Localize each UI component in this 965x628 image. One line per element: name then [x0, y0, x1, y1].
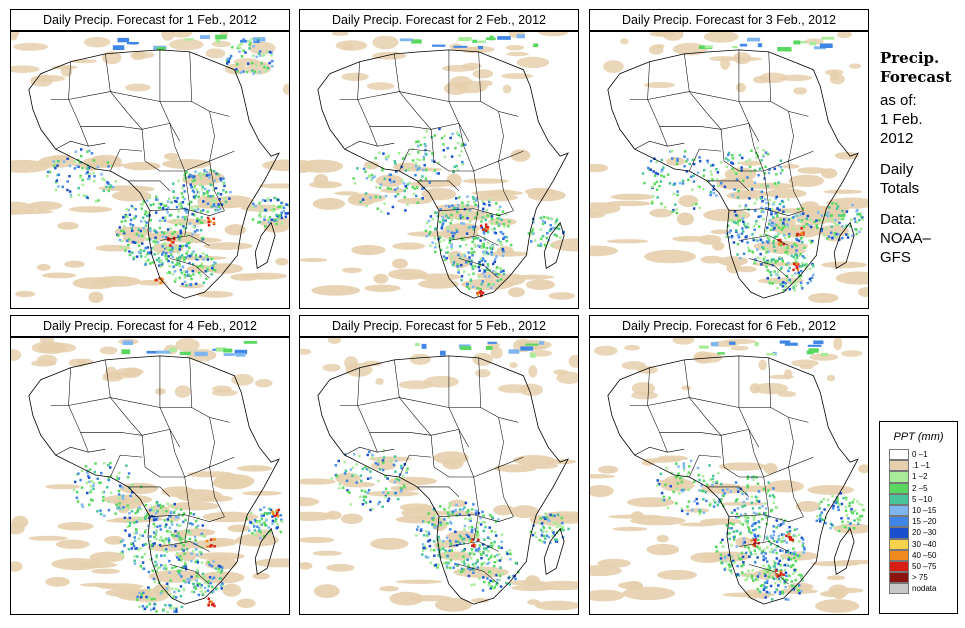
forecast-map-3	[589, 31, 869, 309]
legend-swatch	[889, 482, 909, 494]
legend-label: 10 –15	[912, 505, 937, 515]
legend-item: 50 –75	[880, 560, 957, 573]
africa-map-5	[300, 338, 578, 612]
legend-item: 40 –50	[880, 549, 957, 561]
panel-title-1: Daily Precip. Forecast for 1 Feb., 2012	[10, 9, 290, 31]
legend-swatch	[889, 538, 909, 550]
panel-title-5: Daily Precip. Forecast for 5 Feb., 2012	[299, 315, 579, 337]
totals-line-2: Totals	[880, 180, 920, 197]
legend-item: .1 –1	[880, 460, 957, 472]
forecast-map-1	[10, 31, 290, 309]
legend-swatch	[889, 583, 909, 595]
legend-label: .1 –1	[912, 461, 930, 471]
forecast-map-4	[10, 337, 290, 615]
heading-line-1: Precip.	[880, 49, 940, 67]
sidebar-info: Precip. Forecast as of: 1 Feb. 2012 Dail…	[880, 49, 962, 267]
legend-swatch	[889, 560, 909, 573]
legend-item: 5 –10	[880, 493, 957, 505]
asof-date-line-1: 1 Feb.	[880, 111, 923, 128]
legend-swatch	[889, 549, 909, 561]
legend-swatch	[889, 460, 909, 472]
data-label: Data:	[880, 211, 916, 228]
asof-date-line-2: 2012	[880, 130, 914, 147]
legend-label: 50 –75	[912, 561, 937, 571]
legend-swatch	[889, 471, 909, 483]
africa-map-6	[590, 338, 868, 613]
legend-label: 30 –40	[912, 539, 937, 549]
legend-item: 2 –5	[880, 482, 957, 494]
totals-line-1: Daily	[880, 161, 914, 178]
legend-label: 20 –30	[912, 528, 937, 538]
heading-line-2: Forecast	[880, 68, 952, 86]
panel-title-6: Daily Precip. Forecast for 6 Feb., 2012	[589, 315, 869, 337]
legend-title: PPT (mm)	[893, 431, 944, 443]
forecast-map-6	[589, 337, 869, 615]
ppt-legend: PPT (mm) 0 –1 .1 –1 1 –2 2 –5 5 –10 10 –15 15 …	[879, 421, 958, 614]
data-source-line-1: NOAA–	[880, 230, 931, 247]
panel-title-2: Daily Precip. Forecast for 2 Feb., 2012	[299, 9, 579, 31]
legend-item: nodata	[880, 583, 957, 595]
africa-map-3	[590, 32, 868, 304]
africa-map-2	[300, 32, 578, 300]
legend-item: > 75	[880, 572, 957, 584]
panel-title-3: Daily Precip. Forecast for 3 Feb., 2012	[589, 9, 869, 31]
legend-swatch	[889, 493, 909, 505]
legend-item: 15 –20	[880, 516, 957, 528]
legend-swatch	[889, 504, 909, 517]
legend-label: 1 –2	[912, 472, 928, 482]
data-source-line-2: GFS	[880, 249, 911, 266]
legend-item: 10 –15	[880, 504, 957, 517]
africa-map-4	[11, 338, 289, 614]
forecast-map-5	[299, 337, 579, 615]
legend-item: 30 –40	[880, 538, 957, 550]
legend-label: nodata	[912, 584, 937, 594]
legend-label: 15 –20	[912, 517, 937, 527]
legend-item: 20 –30	[880, 527, 957, 539]
legend-label: 0 –1	[912, 450, 928, 459]
forecast-map-2	[299, 31, 579, 309]
asof-label: as of:	[880, 92, 917, 109]
africa-map-1	[11, 32, 289, 303]
legend-label: 5 –10	[912, 494, 933, 504]
legend-item: 1 –2	[880, 471, 957, 483]
panel-title-4: Daily Precip. Forecast for 4 Feb., 2012	[10, 315, 290, 337]
legend-swatch	[889, 516, 909, 528]
legend-swatch	[889, 572, 909, 584]
legend-swatch	[889, 449, 909, 461]
legend-label: > 75	[912, 573, 928, 583]
legend-swatch	[889, 527, 909, 539]
legend-label: 2 –5	[912, 483, 928, 493]
legend-item: 0 –1	[880, 449, 957, 461]
legend-rows: 0 –1 .1 –1 1 –2 2 –5 5 –10 10 –15 15 –20 20 –30…	[880, 449, 957, 595]
legend-label: 40 –50	[912, 550, 937, 560]
